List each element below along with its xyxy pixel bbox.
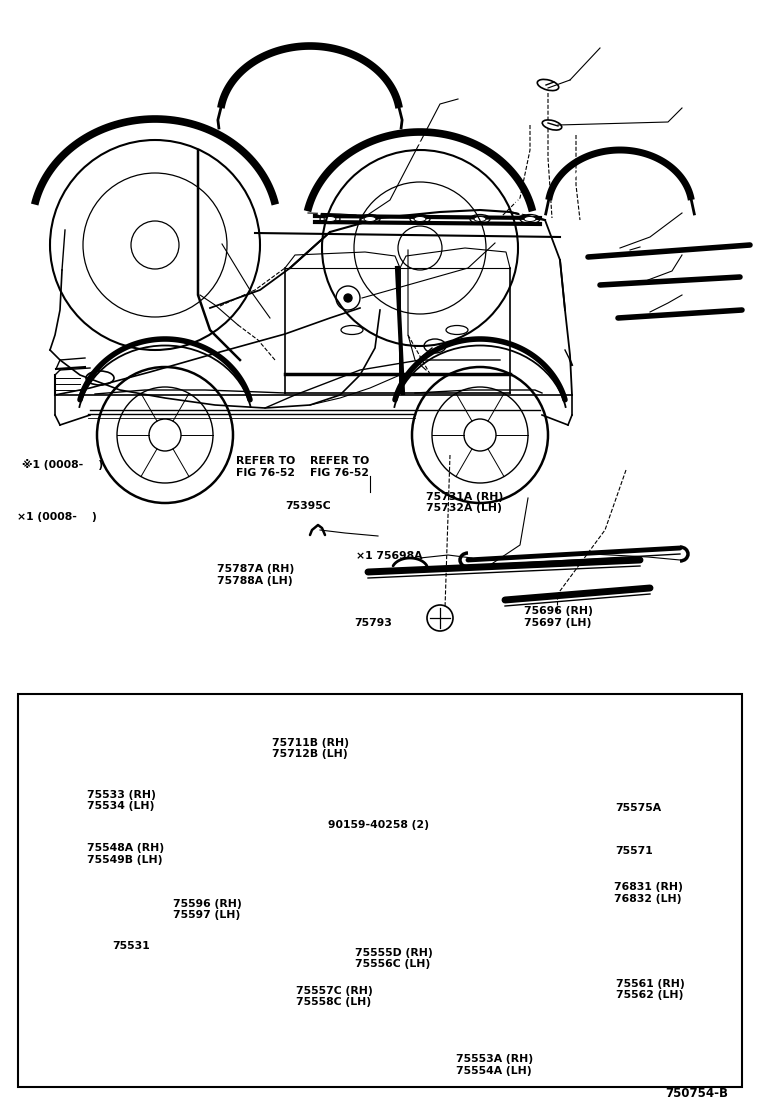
Text: 75555D (RH)
75556C (LH): 75555D (RH) 75556C (LH) (355, 947, 432, 970)
Text: 76831 (RH)
76832 (LH): 76831 (RH) 76832 (LH) (614, 882, 683, 904)
Text: 75575A: 75575A (616, 804, 662, 813)
Text: REFER TO
FIG 76-52: REFER TO FIG 76-52 (236, 456, 295, 478)
FancyBboxPatch shape (18, 694, 742, 1088)
Text: 75711B (RH)
75712B (LH): 75711B (RH) 75712B (LH) (272, 737, 349, 759)
Ellipse shape (324, 217, 336, 221)
Text: 75571: 75571 (616, 846, 654, 855)
Text: 75731A (RH)
75732A (LH): 75731A (RH) 75732A (LH) (426, 492, 503, 514)
Text: ×1 75698A: ×1 75698A (356, 552, 423, 560)
Text: 75557C (RH)
75558C (LH): 75557C (RH) 75558C (LH) (296, 985, 373, 1007)
Text: 75533 (RH)
75534 (LH): 75533 (RH) 75534 (LH) (87, 790, 157, 812)
Text: 75696 (RH)
75697 (LH): 75696 (RH) 75697 (LH) (524, 606, 594, 628)
Ellipse shape (524, 217, 536, 221)
Ellipse shape (414, 217, 426, 221)
Text: 75793: 75793 (354, 618, 392, 627)
Text: 75561 (RH)
75562 (LH): 75561 (RH) 75562 (LH) (616, 979, 684, 1001)
Text: 75596 (RH)
75597 (LH): 75596 (RH) 75597 (LH) (173, 898, 242, 921)
Text: 75531: 75531 (112, 942, 150, 951)
Text: REFER TO
FIG 76-52: REFER TO FIG 76-52 (310, 456, 369, 478)
Text: 75553A (RH)
75554A (LH): 75553A (RH) 75554A (LH) (456, 1054, 533, 1076)
Text: ※1 (0008-    ): ※1 (0008- ) (22, 459, 103, 470)
Text: 75787A (RH)
75788A (LH): 75787A (RH) 75788A (LH) (217, 564, 294, 586)
Ellipse shape (537, 79, 559, 90)
Circle shape (344, 294, 352, 302)
Text: 90159-40258 (2): 90159-40258 (2) (328, 821, 429, 830)
Text: ×1 (0008-    ): ×1 (0008- ) (17, 513, 97, 522)
Ellipse shape (474, 217, 486, 221)
Ellipse shape (543, 120, 562, 130)
Text: 750754-B: 750754-B (665, 1088, 728, 1100)
Ellipse shape (364, 217, 376, 221)
Text: 75395C: 75395C (285, 502, 331, 510)
Text: 75548A (RH)
75549B (LH): 75548A (RH) 75549B (LH) (87, 843, 164, 865)
